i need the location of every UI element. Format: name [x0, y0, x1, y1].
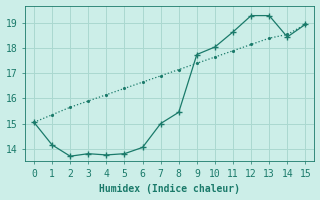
X-axis label: Humidex (Indice chaleur): Humidex (Indice chaleur) — [99, 184, 240, 194]
